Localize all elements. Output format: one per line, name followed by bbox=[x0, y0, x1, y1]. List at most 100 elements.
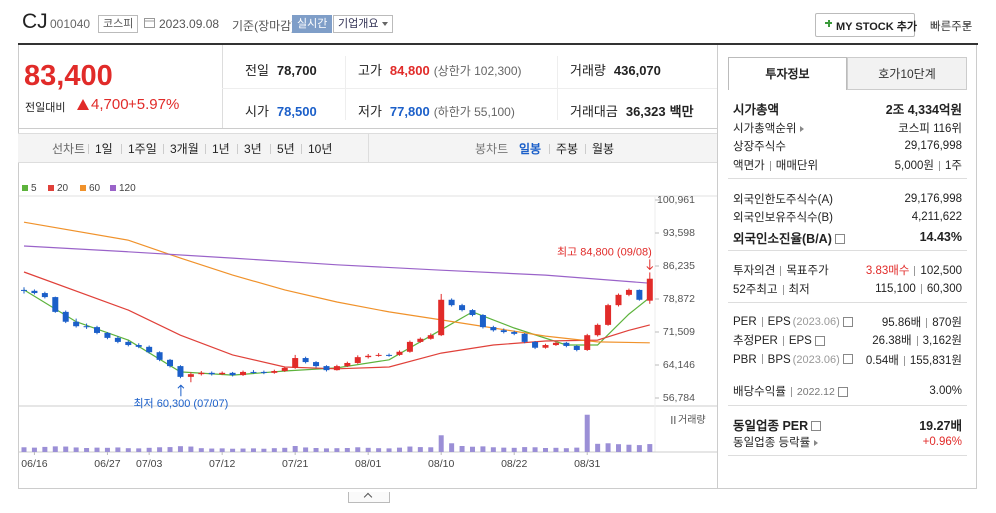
volume-bar bbox=[417, 447, 423, 452]
value: 19.27배 bbox=[919, 418, 962, 433]
label: 액면가 bbox=[733, 160, 765, 172]
tab-sep bbox=[585, 144, 586, 154]
candle-body bbox=[271, 371, 278, 373]
tab-sep bbox=[301, 144, 302, 154]
volume-bar bbox=[198, 448, 204, 452]
volume-bar bbox=[647, 444, 653, 452]
chevron bbox=[363, 492, 373, 502]
side-tab[interactable]: 투자정보 bbox=[728, 57, 847, 90]
label: 시가총액 bbox=[733, 102, 780, 117]
period-tab[interactable]: 10년 bbox=[308, 142, 333, 156]
volume-bar bbox=[438, 435, 444, 452]
label2: 목표주가 bbox=[786, 265, 829, 277]
info-row: 시가총액 2조 4,334억원 bbox=[733, 99, 962, 117]
info-row: 외국인한도주식수(A) 29,176,998 bbox=[733, 190, 962, 208]
info-value: 2조 4,334억원 bbox=[886, 99, 962, 118]
value: 4,211,622 bbox=[911, 211, 962, 223]
candle-body bbox=[21, 289, 27, 291]
volume-bar bbox=[303, 447, 309, 452]
quick-arrow bbox=[964, 23, 970, 27]
moving-average bbox=[23, 221, 650, 344]
x-tick-label: 08/10 bbox=[428, 458, 454, 470]
candle-body bbox=[208, 372, 215, 375]
info-row: 액면가 매매단위 5,000원 1주 bbox=[733, 156, 962, 174]
info-label: 52주최고 최저 bbox=[733, 281, 810, 297]
volume-bar bbox=[344, 448, 350, 452]
candle-body bbox=[584, 335, 591, 350]
period-tab[interactable]: 5년 bbox=[277, 142, 295, 156]
chart-type-tab[interactable]: 월봉 bbox=[592, 142, 615, 156]
arrow-icon[interactable] bbox=[800, 125, 805, 132]
realtime-badge[interactable]: 실시간 bbox=[292, 15, 333, 33]
candle-body bbox=[302, 358, 309, 363]
period-tab[interactable]: 1주일 bbox=[128, 142, 157, 156]
quick-order[interactable]: 빠른주문 bbox=[930, 21, 973, 33]
volume-bar bbox=[490, 447, 496, 452]
x-tick-label: 08/01 bbox=[355, 458, 381, 470]
info-label: PBR BPS (2023.06) bbox=[733, 353, 853, 368]
period-tab[interactable]: 1일 bbox=[95, 142, 113, 156]
volume-bar bbox=[636, 445, 642, 452]
volume-bar bbox=[595, 443, 601, 452]
collapse-toggle[interactable] bbox=[348, 492, 390, 503]
candle-body bbox=[146, 346, 153, 353]
info-row: 시가총액순위 코스피 116위 bbox=[733, 119, 962, 137]
help-icon[interactable] bbox=[811, 421, 822, 432]
help-icon[interactable] bbox=[842, 316, 853, 327]
volume-bar bbox=[73, 447, 79, 452]
volume-bar bbox=[626, 444, 632, 452]
info-label: 외국인보유주식수(B) bbox=[733, 209, 833, 225]
section-divider bbox=[728, 302, 967, 303]
side-tab[interactable]: 호가10단계 bbox=[847, 57, 967, 90]
period-tab[interactable]: 1년 bbox=[212, 142, 230, 156]
info-row: 외국인소진율(B/A) 14.43% bbox=[733, 228, 962, 246]
value: 26.38배 bbox=[872, 335, 912, 347]
info-value: 3.00% bbox=[929, 385, 962, 397]
label: 투자의견 bbox=[733, 265, 776, 277]
legend-swatch bbox=[48, 185, 54, 191]
volume-bar bbox=[219, 448, 225, 452]
label2: BPS bbox=[767, 353, 791, 366]
volume-bar bbox=[355, 447, 361, 452]
volume-bar bbox=[209, 448, 215, 452]
volume-bar bbox=[261, 448, 267, 452]
x-tick-label: 06/16 bbox=[21, 458, 47, 470]
candle-body bbox=[73, 321, 80, 327]
volume-bar bbox=[511, 447, 517, 452]
overview-button[interactable]: 기업개요 bbox=[333, 15, 394, 33]
up-triangle bbox=[77, 99, 89, 110]
chart-type-tab[interactable]: 일봉 bbox=[519, 142, 542, 156]
y-tick-label: 100,961 bbox=[657, 194, 695, 206]
section-divider bbox=[728, 405, 967, 406]
info-label: 액면가 매매단위 bbox=[733, 157, 818, 173]
help-icon[interactable] bbox=[837, 386, 848, 397]
volume-bar bbox=[84, 448, 90, 452]
y-tick-label: 64,146 bbox=[663, 359, 695, 371]
candle-body bbox=[511, 332, 518, 334]
volume-bar bbox=[553, 447, 559, 452]
volume-bar bbox=[313, 448, 319, 452]
volume-bar bbox=[501, 447, 507, 452]
candle-body bbox=[479, 315, 486, 328]
label: 외국인소진율(B/A) bbox=[733, 231, 832, 246]
arrow-icon[interactable] bbox=[814, 439, 819, 446]
period-tab[interactable]: 3년 bbox=[244, 142, 262, 156]
chart-type-tab[interactable]: 주봉 bbox=[556, 142, 579, 156]
x-tick-label: 07/21 bbox=[282, 458, 308, 470]
mystock-button[interactable]: MY STOCK 추가 bbox=[815, 13, 917, 37]
period-tab[interactable]: 선차트 bbox=[52, 142, 86, 156]
volume-bar bbox=[543, 448, 548, 452]
value2: 60,300 bbox=[926, 283, 962, 295]
help-icon[interactable] bbox=[834, 234, 845, 245]
stock-code: 001040 bbox=[50, 17, 91, 31]
info-row: 외국인보유주식수(B) 4,211,622 bbox=[733, 208, 962, 226]
help-icon[interactable] bbox=[842, 354, 853, 365]
volume-bar bbox=[146, 447, 152, 452]
candle-body bbox=[41, 293, 48, 298]
candle-body bbox=[552, 342, 559, 346]
label2: 최저 bbox=[788, 284, 810, 296]
period-tab[interactable]: 3개월 bbox=[170, 142, 199, 156]
x-tick-label: 07/12 bbox=[209, 458, 235, 470]
help-icon[interactable] bbox=[814, 335, 825, 346]
value: 14.43% bbox=[919, 230, 962, 244]
